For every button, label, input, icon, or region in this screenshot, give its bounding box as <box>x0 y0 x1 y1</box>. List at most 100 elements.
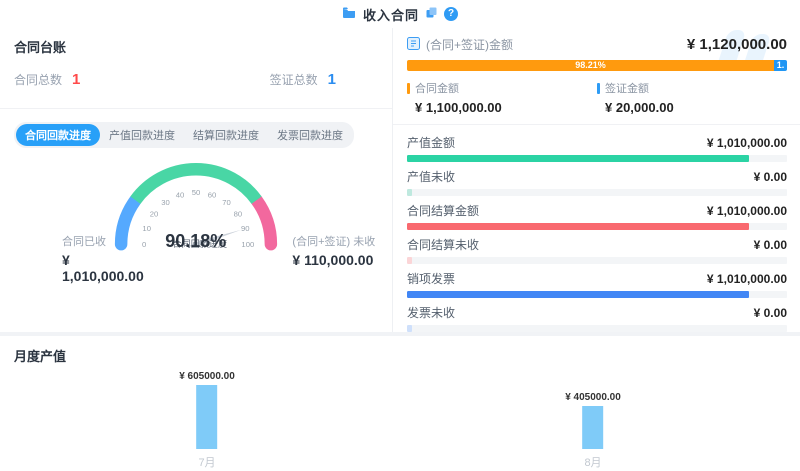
visa-amount-marker <box>597 82 600 94</box>
svg-text:90: 90 <box>241 224 250 233</box>
metric-track <box>407 155 787 162</box>
metric-value: ¥ 1,010,000.00 <box>706 272 787 286</box>
monthly-bar-chart: ¥ 605000.00 7月 ¥ 405000.00 8月 <box>14 367 786 471</box>
metric-label: 发票未收 <box>407 306 456 320</box>
bar-month-label: 8月 <box>584 457 602 469</box>
svg-text:10: 10 <box>142 224 151 233</box>
unreceived-stat: (合同+签证) 未收 ¥ 110,000.00 <box>256 233 377 268</box>
received-stat: 合同已收 ¥ 1,010,000.00 <box>14 233 144 284</box>
metric-label: 合同结算未收 <box>407 238 480 252</box>
metric-value: ¥ 0.00 <box>753 238 787 252</box>
contract-visa-split-bar: 98.21% 1. <box>407 60 787 71</box>
metric-output-amount: 产值金额 ¥ 1,010,000.00 <box>407 128 787 162</box>
contract-amount-label: 合同金额 <box>415 83 459 95</box>
bar-column-aug: ¥ 405000.00 8月 <box>565 392 621 469</box>
metric-label: 合同结算金额 <box>407 204 480 218</box>
contract-amount-legend: 合同金额 ¥ 1,100,000.00 <box>407 80 597 115</box>
monthly-output-panel: 月度产值 ¥ 605000.00 7月 ¥ 405000.00 8月 <box>0 336 800 471</box>
visa-count-value: 1 <box>327 71 336 88</box>
svg-text:30: 30 <box>161 198 170 207</box>
doc-icon <box>407 36 420 53</box>
summary-header: (合同+签证)金额 ¥ 1,120,000.00 <box>407 36 787 53</box>
metric-fill <box>407 155 749 162</box>
svg-text:50: 50 <box>192 188 201 197</box>
bar-value-label: ¥ 405000.00 <box>565 392 621 403</box>
metric-value: ¥ 0.00 <box>753 170 787 184</box>
svg-text:20: 20 <box>150 210 159 219</box>
svg-text:80: 80 <box>234 210 243 219</box>
section-separator <box>0 332 800 336</box>
bar-month-label: 7月 <box>198 457 216 469</box>
ledger-stats: 合同总数 1 签证总数 1 <box>14 71 378 88</box>
metric-value: ¥ 0.00 <box>753 306 787 320</box>
svg-text:合同回款进度: 合同回款进度 <box>173 238 228 249</box>
metric-value: ¥ 1,010,000.00 <box>706 136 787 150</box>
metrics-list: 产值金额 ¥ 1,010,000.00 产值未收 ¥ 0.00 合同结算金额 ¥ 1,… <box>407 128 787 332</box>
gauge-reading-col: 90.18% <box>135 231 256 252</box>
divider <box>393 124 800 125</box>
contract-count-stat: 合同总数 1 <box>14 71 80 88</box>
contract-ledger-panel: 合同台账 合同总数 1 签证总数 1 合同回款进度 产值回款进度 结算回款进度 … <box>0 28 393 332</box>
bar-jul <box>196 385 218 449</box>
metric-track <box>407 325 787 332</box>
divider <box>0 108 392 109</box>
visa-amount-legend: 签证金额 ¥ 20,000.00 <box>597 80 787 115</box>
metric-fill <box>407 257 412 264</box>
gauge-footer: 合同已收 ¥ 1,010,000.00 90.18% (合同+签证) 未收 ¥ … <box>14 231 378 284</box>
tab-settlement-progress[interactable]: 结算回款进度 <box>193 130 259 142</box>
unreceived-value: ¥ 110,000.00 <box>292 252 374 268</box>
contract-count-value: 1 <box>72 71 81 88</box>
svg-text:40: 40 <box>176 191 185 200</box>
bar-aug <box>582 406 604 449</box>
top-section: 合同台账 合同总数 1 签证总数 1 合同回款进度 产值回款进度 结算回款进度 … <box>0 28 800 332</box>
metric-track <box>407 291 787 298</box>
tab-contract-progress[interactable]: 合同回款进度 <box>16 124 100 146</box>
split-legend: 合同金额 ¥ 1,100,000.00 签证金额 ¥ 20,000.00 <box>407 80 787 115</box>
contract-count-label: 合同总数 <box>14 73 63 87</box>
received-value: ¥ 1,010,000.00 <box>62 252 144 284</box>
received-label: 合同已收 <box>62 236 106 248</box>
tab-output-progress[interactable]: 产值回款进度 <box>109 130 175 142</box>
svg-text:60: 60 <box>208 191 217 200</box>
visa-count-label: 签证总数 <box>269 73 318 87</box>
metric-output-unreceived: 产值未收 ¥ 0.00 <box>407 162 787 196</box>
progress-tabs: 合同回款进度 产值回款进度 结算回款进度 发票回款进度 <box>14 122 354 148</box>
monthly-title: 月度产值 <box>14 349 67 364</box>
metric-track <box>407 257 787 264</box>
visa-amount-segment: 1. <box>774 60 787 71</box>
app-header: 收入合同 ? <box>0 0 800 28</box>
metric-value: ¥ 1,010,000.00 <box>706 204 787 218</box>
copy-icon[interactable] <box>426 7 437 21</box>
summary-title: (合同+签证)金额 <box>426 38 514 52</box>
unreceived-label: (合同+签证) 未收 <box>292 236 376 248</box>
tab-invoice-progress[interactable]: 发票回款进度 <box>277 130 343 142</box>
metric-settlement-amount: 合同结算金额 ¥ 1,010,000.00 <box>407 196 787 230</box>
contract-amount-value: ¥ 1,100,000.00 <box>415 100 502 115</box>
gauge-chart: 0 10 20 30 40 50 60 70 80 90 100 合同回款进度 <box>14 150 378 253</box>
help-icon[interactable]: ? <box>444 7 458 21</box>
page-title: 收入合同 <box>362 7 419 23</box>
ledger-title: 合同台账 <box>14 40 67 55</box>
metric-fill <box>407 223 749 230</box>
contract-amount-segment: 98.21% <box>407 60 774 71</box>
summary-total: ¥ 1,120,000.00 <box>686 36 787 53</box>
metric-label: 销项发票 <box>407 272 456 286</box>
metric-fill <box>407 189 412 196</box>
metric-sales-invoice: 销项发票 ¥ 1,010,000.00 <box>407 264 787 298</box>
bar-value-label: ¥ 605000.00 <box>179 371 235 382</box>
gauge-reading: 90.18% <box>165 231 227 251</box>
metric-fill <box>407 291 749 298</box>
visa-count-stat: 签证总数 1 <box>270 71 378 88</box>
visa-amount-label: 签证金额 <box>605 83 649 95</box>
metric-invoice-unreceived: 发票未收 ¥ 0.00 <box>407 298 787 332</box>
metric-track <box>407 223 787 230</box>
amount-summary-panel: (合同+签证)金额 ¥ 1,120,000.00 98.21% 1. 合同金额 … <box>393 28 800 332</box>
contract-amount-marker <box>407 82 410 94</box>
visa-amount-value: ¥ 20,000.00 <box>605 100 674 115</box>
svg-text:0: 0 <box>142 240 146 249</box>
metric-track <box>407 189 787 196</box>
metric-fill <box>407 325 412 332</box>
svg-text:70: 70 <box>222 198 231 207</box>
